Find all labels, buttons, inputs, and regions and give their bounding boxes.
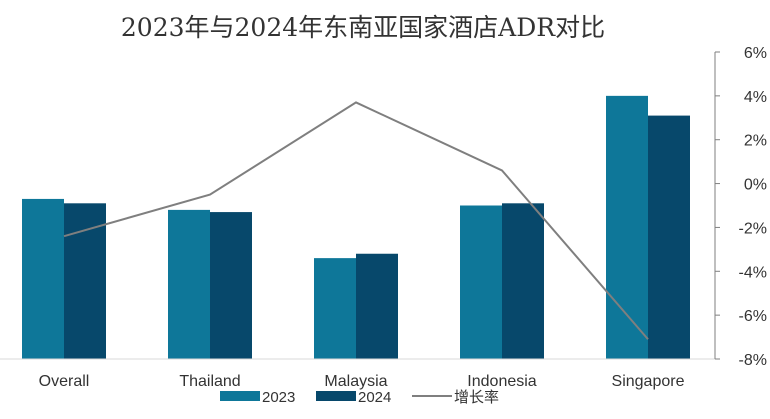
right-axis-tick-label: -6%	[739, 308, 767, 325]
bar-singapore-2023	[606, 95, 648, 359]
right-axis-tick-label: -4%	[739, 264, 767, 281]
category-label-malaysia: Malaysia	[324, 373, 387, 390]
right-axis-tick-label: 2%	[744, 133, 767, 150]
bar-indonesia-2023	[460, 205, 502, 359]
legend: 2023 2024 增长率	[220, 389, 499, 406]
bar-malaysia-2023	[314, 258, 356, 359]
chart-title: 2023年与2024年东南亚国家酒店ADR对比	[121, 13, 605, 42]
legend-swatch-2024	[316, 391, 356, 401]
bar-indonesia-2024	[502, 203, 544, 359]
growth-line-group	[63, 101, 649, 340]
right-axis-tick-label: 0%	[744, 177, 767, 194]
bar-thailand-2024	[210, 212, 252, 359]
legend-label-2023: 2023	[262, 389, 295, 406]
legend-swatch-2023	[220, 391, 260, 401]
right-axis-tick-label: 4%	[744, 89, 767, 106]
right-axis-tick-label: -2%	[739, 220, 767, 237]
category-labels: Overall Thailand Malaysia Indonesia Singapor…	[39, 373, 685, 390]
category-label-overall: Overall	[39, 373, 90, 390]
bar-singapore-2024	[648, 115, 690, 359]
bar-malaysia-2024	[356, 253, 398, 359]
bar-thailand-2023	[168, 209, 210, 359]
category-label-indonesia: Indonesia	[467, 373, 536, 390]
bar-overall-2023	[22, 198, 64, 359]
legend-label-growth-rate: 增长率	[454, 389, 499, 406]
bar-group	[22, 95, 690, 359]
right-axis: 6% 4% 2% 0% -2% -4% -6% -8%	[0, 45, 767, 369]
right-axis-tick-label: 6%	[744, 45, 767, 62]
category-label-singapore: Singapore	[612, 373, 685, 390]
legend-label-2024: 2024	[358, 389, 391, 406]
right-axis-tick-label: -8%	[739, 352, 767, 369]
category-label-thailand: Thailand	[179, 373, 240, 390]
